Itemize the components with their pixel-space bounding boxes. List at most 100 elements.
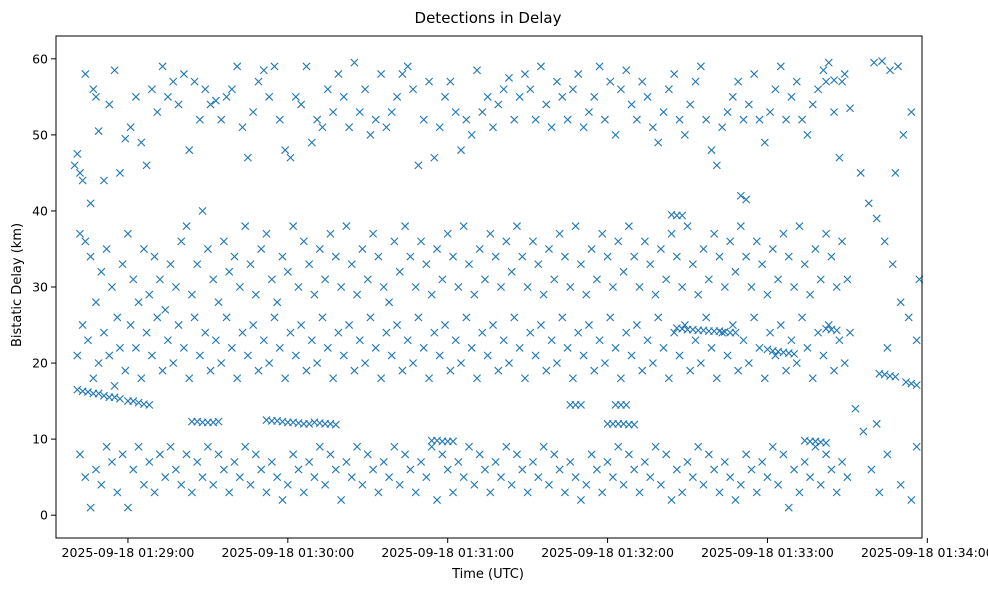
data-point bbox=[558, 92, 567, 101]
data-point bbox=[656, 244, 665, 253]
data-point bbox=[97, 267, 106, 276]
data-point bbox=[603, 457, 612, 466]
data-point bbox=[99, 391, 108, 400]
data-point bbox=[190, 313, 199, 322]
data-point bbox=[235, 473, 244, 482]
data-point bbox=[726, 237, 735, 246]
data-point bbox=[313, 359, 322, 368]
data-point bbox=[435, 351, 444, 360]
data-point bbox=[803, 343, 812, 352]
data-point bbox=[243, 153, 252, 162]
data-point bbox=[902, 378, 911, 387]
data-point bbox=[832, 488, 841, 497]
data-point bbox=[331, 420, 340, 429]
data-point bbox=[558, 313, 567, 322]
data-point bbox=[107, 457, 116, 466]
data-point bbox=[193, 457, 202, 466]
data-point bbox=[454, 457, 463, 466]
data-point bbox=[81, 237, 90, 246]
data-point bbox=[275, 343, 284, 352]
x-tick-label: 2025-09-18 01:33:00 bbox=[701, 545, 834, 560]
data-point bbox=[110, 66, 119, 75]
data-point bbox=[635, 283, 644, 291]
data-point bbox=[515, 343, 524, 352]
data-point bbox=[409, 359, 418, 368]
data-point bbox=[520, 374, 529, 383]
data-point bbox=[782, 115, 791, 124]
data-point bbox=[875, 488, 884, 497]
data-point bbox=[123, 503, 132, 512]
data-point bbox=[222, 92, 231, 101]
data-point bbox=[816, 275, 825, 284]
data-point bbox=[395, 480, 404, 489]
data-point bbox=[507, 267, 516, 276]
data-point bbox=[425, 374, 434, 383]
data-point bbox=[782, 366, 791, 375]
data-point bbox=[297, 321, 306, 330]
data-point bbox=[667, 495, 676, 504]
data-point bbox=[145, 290, 154, 299]
data-point bbox=[744, 359, 753, 368]
data-point bbox=[592, 275, 601, 284]
data-point bbox=[299, 488, 308, 497]
data-point bbox=[603, 252, 612, 261]
data-point bbox=[142, 161, 151, 170]
data-point bbox=[206, 366, 215, 375]
x-tick-label: 2025-09-18 01:29:00 bbox=[62, 545, 195, 560]
data-point bbox=[867, 465, 876, 474]
data-point bbox=[678, 488, 687, 497]
data-point bbox=[363, 275, 372, 284]
data-point bbox=[307, 336, 316, 345]
data-point bbox=[494, 366, 503, 375]
data-point bbox=[449, 488, 458, 497]
data-point bbox=[774, 275, 783, 284]
data-point bbox=[595, 62, 604, 71]
data-point bbox=[720, 457, 729, 466]
data-point bbox=[195, 351, 204, 360]
y-tick-label: 50 bbox=[32, 127, 48, 142]
data-point bbox=[145, 457, 154, 466]
data-point bbox=[502, 237, 511, 246]
data-point bbox=[497, 473, 505, 482]
data-point bbox=[371, 343, 380, 352]
data-point bbox=[651, 442, 660, 451]
data-point bbox=[73, 149, 82, 158]
data-point bbox=[329, 108, 338, 117]
data-point bbox=[846, 104, 855, 113]
data-point bbox=[640, 457, 649, 466]
data-point bbox=[342, 457, 351, 466]
data-point bbox=[129, 465, 138, 474]
data-point bbox=[401, 450, 410, 459]
data-point bbox=[273, 298, 282, 307]
data-point bbox=[843, 473, 852, 482]
data-point bbox=[150, 252, 159, 261]
data-point bbox=[582, 290, 591, 299]
data-point bbox=[680, 321, 689, 330]
data-point bbox=[576, 260, 585, 269]
data-point bbox=[579, 123, 588, 132]
data-point bbox=[504, 73, 513, 82]
data-point bbox=[182, 222, 191, 231]
data-point bbox=[518, 252, 527, 261]
data-point bbox=[171, 283, 180, 291]
data-point bbox=[846, 328, 855, 337]
data-point bbox=[664, 374, 673, 383]
data-point bbox=[489, 123, 497, 132]
data-point bbox=[574, 328, 583, 337]
data-point bbox=[662, 275, 671, 284]
data-point bbox=[251, 450, 260, 459]
data-point bbox=[182, 450, 191, 459]
data-point bbox=[523, 488, 532, 497]
data-point bbox=[851, 404, 860, 413]
data-point bbox=[624, 222, 633, 231]
data-point bbox=[512, 222, 521, 231]
y-tick-label: 20 bbox=[32, 356, 48, 371]
data-point bbox=[664, 85, 673, 94]
data-point bbox=[126, 321, 135, 330]
data-point bbox=[406, 252, 415, 261]
data-point bbox=[763, 345, 772, 354]
data-point bbox=[113, 313, 122, 322]
data-point bbox=[550, 450, 559, 459]
data-point bbox=[73, 351, 82, 360]
data-point bbox=[494, 100, 503, 109]
